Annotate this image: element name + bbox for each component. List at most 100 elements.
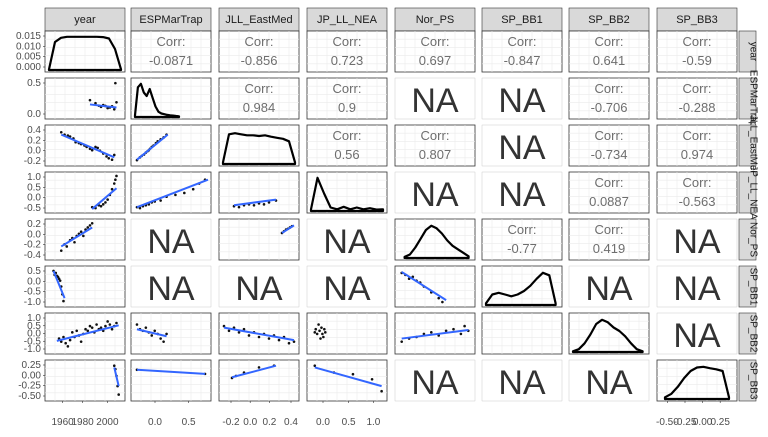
corr-value-1-2: 0.984: [243, 100, 276, 115]
point-7-0-0: [112, 364, 116, 368]
point-6-3-1: [314, 327, 318, 331]
row-strip-label-3: JP_LL_NEA: [748, 165, 759, 220]
point-4-0-8: [79, 230, 83, 233]
corr-label-2-3: Corr:: [333, 128, 362, 143]
x-tick-3-2: 1.0: [366, 417, 380, 428]
corr-value-2-7: 0.974: [681, 147, 714, 162]
corr-value-4-6: 0.419: [593, 241, 626, 256]
y-tick-7-1: 0.00: [22, 370, 42, 381]
y-tick-4-3: -0.4: [24, 250, 42, 261]
fit-line-7-3: [314, 366, 382, 388]
point-6-3-3: [317, 323, 320, 326]
y-tick-4-2: -0.2: [24, 240, 42, 251]
corr-value-1-3: 0.9: [338, 100, 356, 115]
point-5-0-6: [58, 279, 62, 282]
point-6-0-23: [108, 323, 112, 326]
x-tick-7-1: -0.25: [674, 417, 697, 428]
y-tick-1-0: 0.5: [27, 78, 41, 89]
point-4-0-12: [88, 224, 92, 227]
point-6-3-2: [315, 332, 319, 336]
point-4-0-5: [73, 240, 76, 244]
fit-line-4-2: [281, 224, 295, 234]
point-6-0-13: [86, 329, 90, 333]
point-6-2-9: [267, 337, 271, 340]
point-6-2-14: [292, 340, 296, 343]
corr-label-0-4: Corr:: [421, 34, 450, 49]
row-strip-label-6: SP_BB2: [748, 315, 759, 353]
y-tick-5-1: 0.0: [27, 276, 41, 287]
corr-value-3-7: -0.563: [679, 194, 716, 209]
corr-label-2-7: Corr:: [683, 128, 712, 143]
corr-label-2-6: Corr:: [595, 128, 624, 143]
y-tick-7-0: 0.25: [22, 360, 42, 371]
point-6-0-26: [115, 321, 118, 325]
corr-label-1-7: Corr:: [683, 81, 712, 96]
fit-line-2-0: [60, 133, 115, 159]
point-6-2-4: [242, 327, 246, 331]
col-strip-label-5: SP_BB1: [501, 14, 543, 26]
corr-label-0-5: Corr:: [508, 34, 537, 49]
point-4-0-0: [59, 249, 63, 252]
panel-3-4: [394, 171, 476, 214]
na-5-7: NA: [673, 270, 721, 308]
x-tick-3-1: 0.5: [342, 417, 356, 428]
density-4: [403, 224, 470, 260]
point-5-0-5: [57, 277, 61, 281]
point-1-0-11: [115, 101, 118, 104]
na-3-4: NA: [411, 176, 459, 214]
panel-3-5: [481, 171, 563, 214]
panel-4-1: [130, 218, 212, 261]
row-strip-label-1: ESPMarTrap: [748, 70, 759, 128]
x-tick-7-0: -0.50: [656, 417, 679, 428]
corr-label-0-1: Corr:: [157, 34, 186, 49]
corr-label-0-2: Corr:: [245, 34, 274, 49]
point-6-4-9: [463, 324, 466, 328]
corr-value-0-1: -0.0871: [149, 53, 193, 68]
y-tick-0-1: 0.010: [16, 41, 41, 52]
point-6-3-10: [323, 331, 327, 334]
col-strip-label-6: SP_BB2: [588, 14, 630, 26]
na-5-1: NA: [147, 270, 195, 308]
point-2-0-17: [107, 156, 111, 160]
density-1: [133, 82, 181, 119]
corr-value-0-4: 0.697: [419, 53, 452, 68]
point-2-0-19: [112, 153, 116, 157]
point-6-1-0: [135, 323, 139, 326]
na-5-3: NA: [323, 270, 371, 308]
x-tick-0-1: 1980: [71, 417, 94, 428]
y-tick-2-3: -0.2: [24, 156, 42, 167]
point-1-0-1: [94, 101, 97, 105]
row-strip-2: [738, 124, 757, 167]
panel-4-7: [656, 218, 738, 261]
col-strip-label-4: Nor_PS: [416, 14, 455, 26]
y-tick-2-2: 0.0: [27, 146, 41, 157]
fit-line-7-2: [231, 364, 277, 379]
point-1-0-10: [114, 81, 117, 85]
corr-label-0-7: Corr:: [683, 34, 712, 49]
corr-value-0-6: 0.641: [593, 53, 626, 68]
x-tick-7-2: 0.00: [693, 417, 713, 428]
point-6-0-14: [88, 324, 92, 328]
fit-line-6-1: [136, 328, 167, 338]
na-3-5: NA: [498, 176, 546, 214]
point-6-4-3: [422, 332, 426, 336]
density-0: [47, 35, 123, 72]
point-3-1-11: [191, 187, 195, 191]
y-tick-6-4: -1.0: [24, 344, 42, 355]
density-2: [221, 132, 297, 166]
fit-line-3-1: [136, 178, 209, 209]
fit-line-6-4: [401, 329, 469, 340]
point-4-0-9: [82, 234, 85, 238]
y-tick-3-2: 0.0: [27, 193, 41, 204]
corr-label-0-6: Corr:: [595, 34, 624, 49]
point-6-2-5: [247, 334, 251, 337]
fit-line-7-0: [113, 367, 120, 387]
point-7-2-3: [257, 366, 261, 369]
y-tick-4-1: 0.0: [27, 229, 41, 240]
point-6-2-7: [257, 335, 261, 339]
point-3-2-6: [262, 203, 266, 206]
panel-5-3: [306, 265, 388, 308]
na-1-5: NA: [498, 82, 546, 120]
row-strip-5: [738, 265, 757, 308]
